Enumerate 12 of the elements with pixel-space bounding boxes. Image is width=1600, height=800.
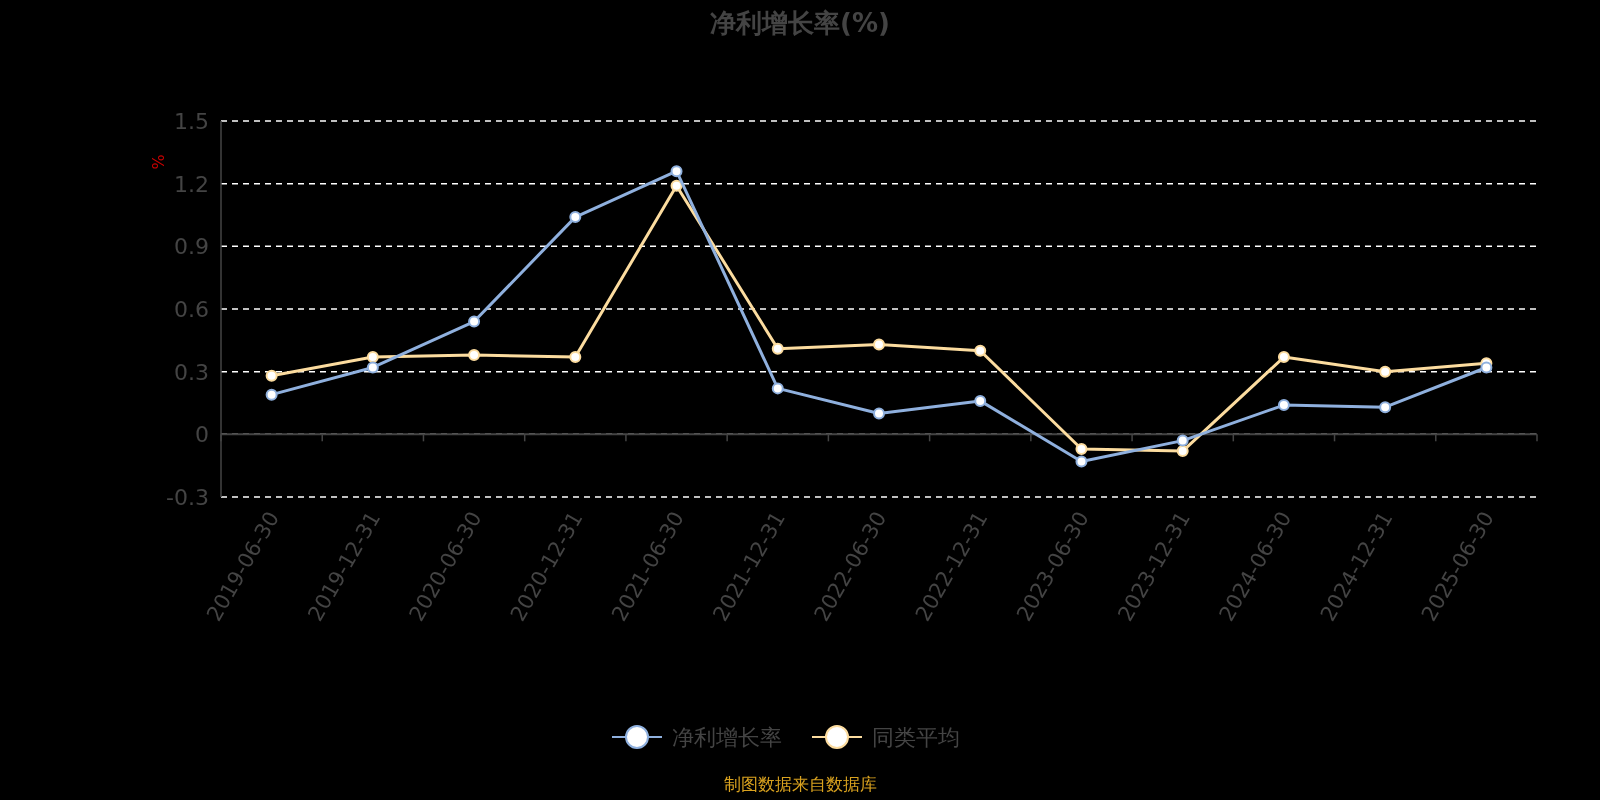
y-tick-label: 1.2: [174, 171, 209, 197]
legend-label: 同类平均: [872, 725, 960, 750]
y-axis-title: %: [149, 154, 168, 170]
y-tick-label: 0: [195, 422, 209, 448]
y-tick-label: 0.6: [174, 297, 209, 322]
chart-title: 净利增长率(%): [710, 8, 890, 38]
y-tick-label: 0.9: [174, 234, 209, 260]
y-tick-label: 1.5: [174, 109, 209, 134]
text: 制图数据来自数据库: [723, 774, 877, 794]
legend-label: 净利增长率: [672, 725, 782, 750]
y-tick-label: 0.3: [174, 359, 209, 385]
y-tick-label: -0.3: [166, 485, 209, 510]
